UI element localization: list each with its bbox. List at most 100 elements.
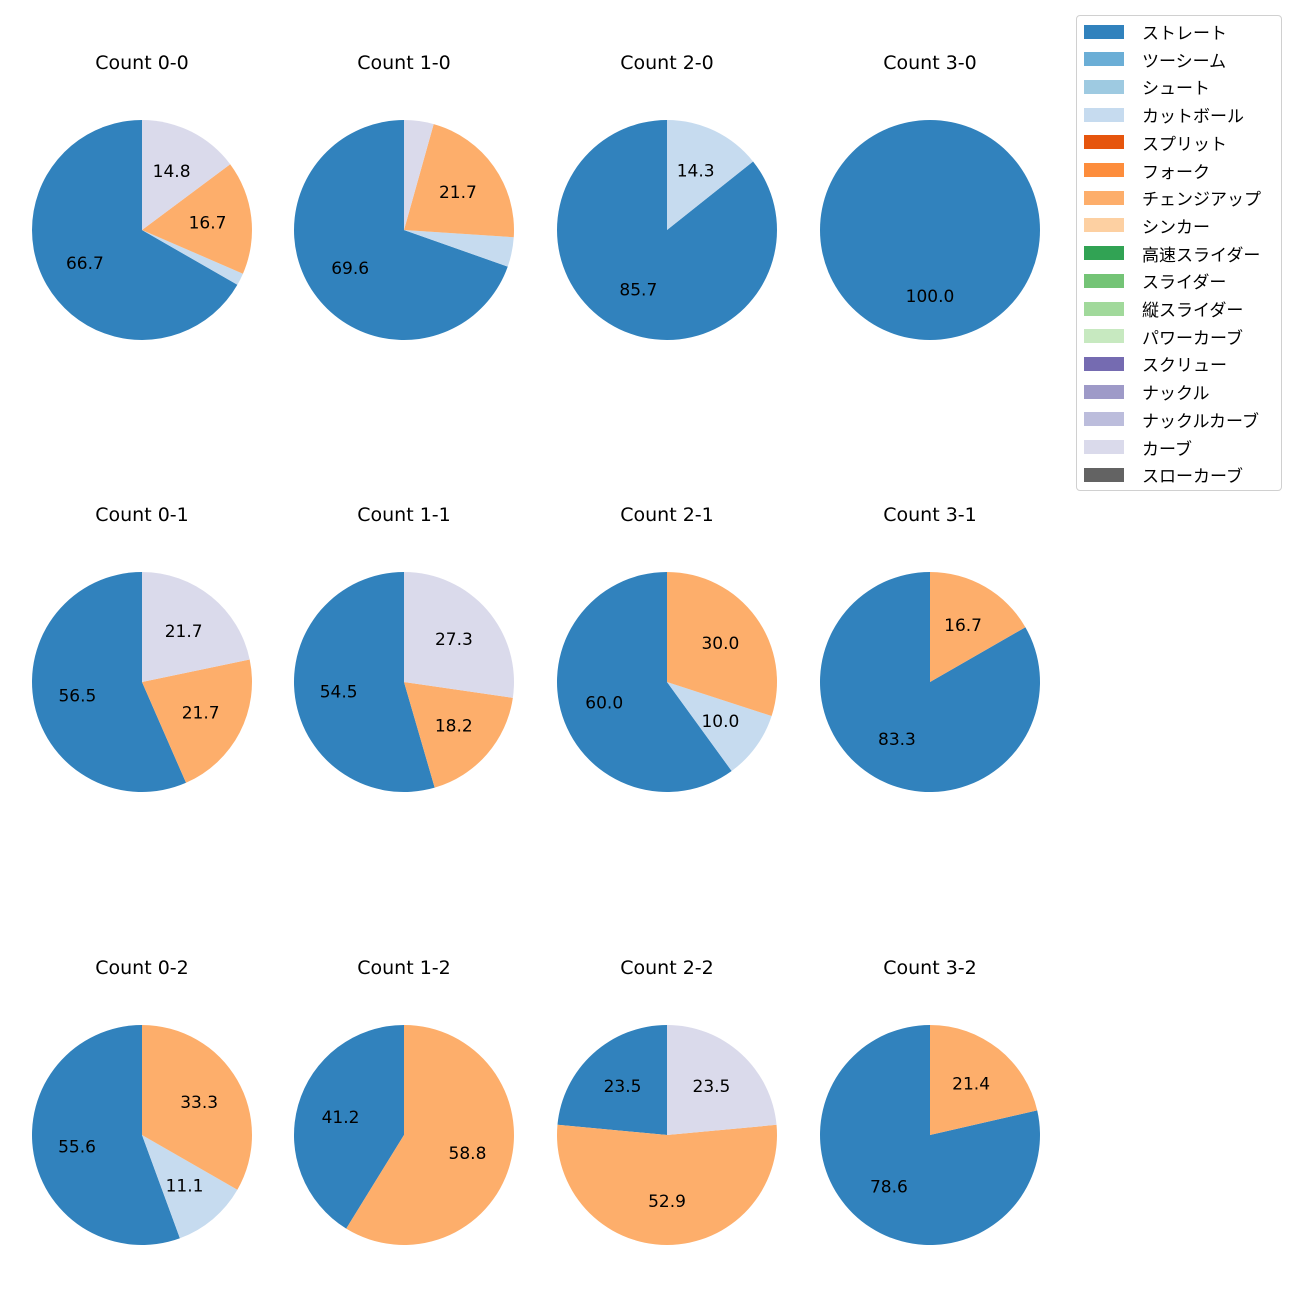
- pie-slice: [930, 572, 1026, 682]
- legend-item: シュート: [1077, 73, 1210, 100]
- chart-title: Count 2-0: [620, 52, 714, 74]
- legend-item: スプリット: [1077, 129, 1227, 156]
- legend-label: ストレート: [1142, 24, 1227, 44]
- slice-label: 10.0: [701, 712, 739, 732]
- pie-slice: [404, 120, 434, 230]
- legend-label: シュート: [1142, 79, 1210, 100]
- legend-swatch: [1084, 24, 1124, 39]
- legend-item: ナックルカーブ: [1077, 406, 1259, 433]
- pie-slice: [142, 572, 250, 682]
- pie-chart: Count 1-0 69.6 21.7: [294, 52, 514, 340]
- slice-label: 23.5: [693, 1077, 731, 1097]
- legend-label: シンカー: [1142, 217, 1210, 238]
- legend-swatch: [1084, 356, 1124, 371]
- slice-label: 21.7: [182, 703, 220, 723]
- legend-swatch: [1084, 440, 1124, 454]
- pie-chart: Count 0-1 56.5 21.7 21.7: [32, 504, 252, 792]
- legend: ストレート ツーシームシュートカットボール スプリットフォークチェンジアップ シンカー…: [1076, 15, 1282, 491]
- pie-slice: [404, 572, 514, 698]
- slice-label: 69.6: [331, 259, 369, 279]
- slice-label: 85.7: [619, 280, 657, 300]
- legend-item: ツーシーム: [1077, 46, 1226, 73]
- pie-slice: [404, 682, 513, 788]
- pie-slice: [32, 120, 238, 340]
- pie-slice: [142, 1025, 253, 1190]
- legend-item: スライダー: [1077, 267, 1226, 294]
- pie-slice: [820, 572, 1041, 792]
- legend-label: スライダー: [1142, 273, 1227, 294]
- legend-item: ストレート: [1077, 18, 1227, 45]
- pie-slice: [556, 120, 777, 340]
- legend-swatch: [1084, 384, 1124, 399]
- legend-label: チェンジアップ: [1142, 190, 1261, 211]
- legend-label: カーブ: [1142, 439, 1192, 460]
- pie-slice: [820, 1025, 1041, 1245]
- chart-title: Count 0-1: [95, 504, 189, 526]
- pie-slice: [404, 230, 514, 267]
- slice-label: 54.5: [320, 682, 358, 702]
- slice-label: 100.0: [906, 287, 955, 307]
- legend-label: スローカーブ: [1142, 467, 1243, 488]
- slice-label: 56.5: [58, 687, 96, 707]
- slice-label: 60.0: [585, 693, 623, 713]
- slice-label: 55.6: [58, 1138, 96, 1158]
- chart-title: Count 0-0: [95, 52, 189, 74]
- slice-label: 14.3: [677, 162, 715, 182]
- legend-item: 縦スライダー: [1077, 295, 1243, 322]
- chart-title: Count 1-2: [357, 957, 451, 979]
- pie-slice: [557, 572, 732, 793]
- slice-label: 21.7: [165, 622, 203, 642]
- chart-title: Count 3-1: [883, 504, 977, 526]
- pie-slice: [557, 1025, 667, 1135]
- pie-slice: [557, 1124, 777, 1245]
- slice-label: 23.5: [604, 1077, 642, 1097]
- pie-slice: [667, 572, 778, 716]
- pie-slice: [32, 572, 187, 792]
- legend-label: フォーク: [1142, 162, 1210, 183]
- legend-label: スプリット: [1142, 134, 1227, 155]
- pie-slice: [142, 659, 252, 783]
- legend-swatch: [1084, 163, 1124, 177]
- legend-label: 高速スライダー: [1142, 245, 1261, 266]
- slice-label: 18.2: [435, 716, 473, 736]
- pie-chart: Count 1-1 54.5 18.2 27.3: [293, 504, 514, 793]
- legend-label: カットボール: [1142, 107, 1244, 128]
- pie-chart: Count 3-0 100.0: [820, 52, 1040, 340]
- legend-label: パワーカーブ: [1142, 328, 1243, 349]
- slice-label: 14.8: [153, 162, 191, 182]
- slice-label: 27.3: [435, 630, 473, 650]
- pie-slice: [667, 120, 754, 230]
- pie-chart: Count 3-1 83.3 16.7: [820, 504, 1041, 792]
- legend-swatch: [1084, 218, 1124, 233]
- chart-title: Count 2-1: [620, 504, 714, 526]
- legend-swatch: [1084, 273, 1124, 288]
- legend-swatch: [1084, 190, 1124, 205]
- pie-slice: [346, 1025, 514, 1245]
- legend-swatch: [1084, 135, 1124, 150]
- pie-slice: [142, 120, 231, 230]
- slice-label: 52.9: [648, 1192, 686, 1212]
- pie-chart: Count 0-2 55.6 11.1 33.3: [31, 957, 253, 1245]
- legend-swatch: [1084, 412, 1124, 427]
- legend-item: フォーク: [1077, 157, 1210, 184]
- pie-slice: [930, 1025, 1038, 1135]
- slice-label: 16.7: [944, 616, 982, 636]
- slice-label: 33.3: [180, 1093, 218, 1113]
- legend-swatch: [1084, 329, 1124, 344]
- slice-label: 58.8: [449, 1144, 487, 1164]
- pie-slice: [667, 682, 772, 771]
- pie-slice: [142, 164, 252, 274]
- legend-swatch: [1084, 246, 1124, 261]
- legend-swatch: [1084, 467, 1124, 482]
- pie-chart: Count 2-1 60.0 10.0 30.0: [557, 504, 778, 793]
- slice-label: 41.2: [322, 1108, 360, 1128]
- legend-item: ナックル: [1077, 378, 1210, 405]
- legend-label: ナックル: [1142, 384, 1210, 405]
- pie-slice: [820, 120, 1040, 340]
- legend-label: 縦スライダー: [1142, 301, 1244, 321]
- slice-label: 78.6: [870, 1178, 908, 1198]
- pie-chart: Count 2-0 85.7 14.3: [556, 52, 777, 340]
- legend-item: シンカー: [1077, 212, 1210, 239]
- chart-title: Count 0-2: [95, 957, 189, 979]
